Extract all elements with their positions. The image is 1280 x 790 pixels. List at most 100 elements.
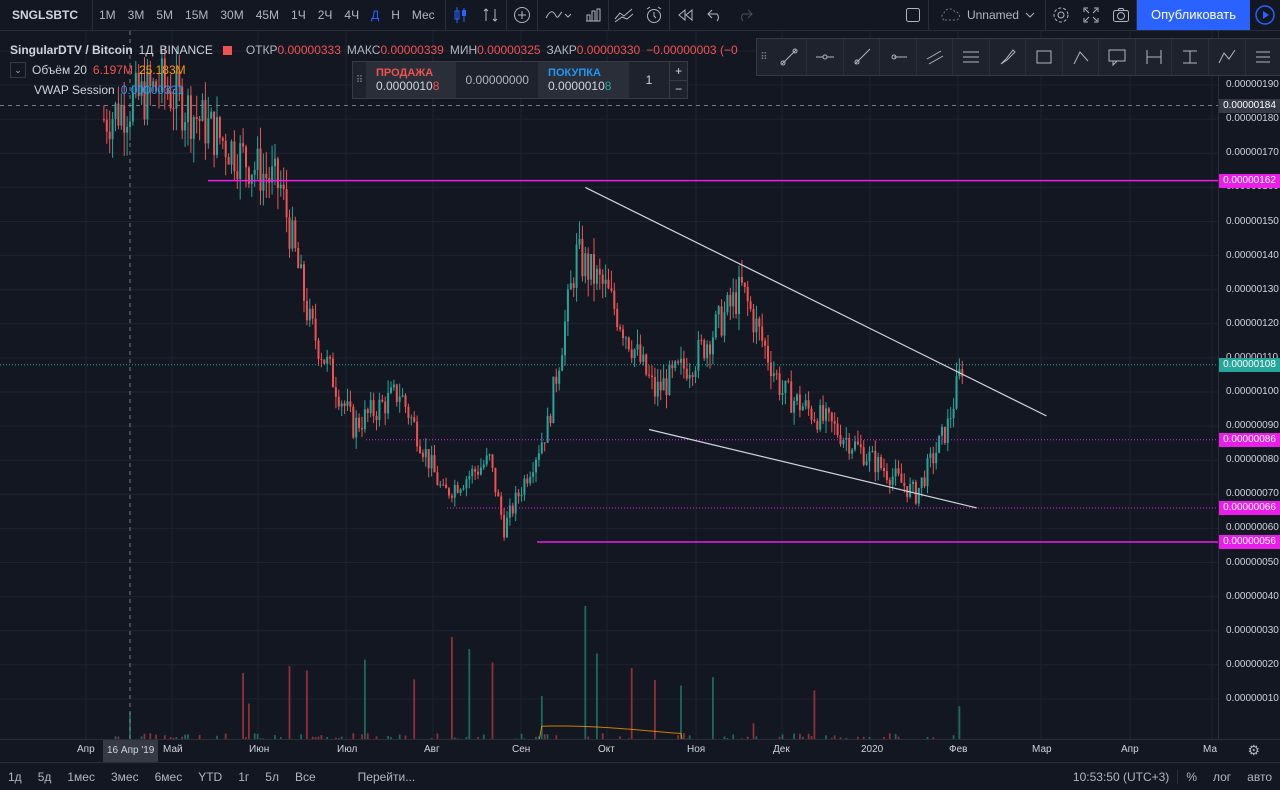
camera-icon[interactable] [1106,0,1136,30]
quantity-plus-button[interactable]: + [670,62,687,81]
ray-tool-icon[interactable] [844,39,881,75]
undo-icon[interactable] [700,0,730,30]
crosshair-date-label: 16 Апр '19 [103,740,158,762]
range-button[interactable]: 1г [230,770,257,784]
vwap-label[interactable]: VWAP Session [34,83,115,97]
brush-tool-icon[interactable] [990,39,1027,75]
sell-button[interactable]: ПРОДАЖА 0.00000108 [366,62,456,98]
candle-body [851,450,853,454]
alert-icon[interactable] [639,0,669,30]
financials-icon[interactable] [578,0,608,30]
candle-body [303,264,305,301]
legend-title[interactable]: SingularDTV / Bitcoin [10,43,133,57]
text-tool-icon[interactable] [1099,39,1136,75]
path-tool-icon[interactable] [1063,39,1100,75]
rectangle-tool-icon[interactable] [1026,39,1063,75]
candle-body [123,106,125,133]
horizontal-ray-tool-icon[interactable] [880,39,917,75]
interval-button[interactable]: Н [385,8,406,22]
percent-toggle[interactable]: % [1177,770,1205,784]
log-toggle[interactable]: лог [1205,770,1239,784]
settings-icon[interactable] [1046,0,1076,30]
interval-button[interactable]: 2Ч [312,8,339,22]
price-axis[interactable]: 0.000002000.000001900.000001800.00000170… [1218,31,1280,739]
candle-body [935,453,937,464]
drag-handle-icon[interactable]: ⠿ [353,62,366,98]
goto-date-button[interactable]: Перейти... [350,770,424,784]
candle-body [755,319,757,333]
range-button[interactable]: YTD [190,770,230,784]
candle-body [463,488,465,489]
range-button[interactable]: Все [287,770,324,784]
play-icon[interactable] [1250,0,1280,30]
interval-button[interactable]: 45М [250,8,285,22]
range-button[interactable]: 6мес [147,770,191,784]
candle-body [323,360,325,364]
interval-button[interactable]: 3М [122,8,151,22]
interval-button[interactable]: 15М [179,8,214,22]
buy-button[interactable]: ПОКУПКА 0.00000108 [538,62,628,98]
horizontal-line-tool-icon[interactable] [807,39,844,75]
interval-button[interactable]: 1М [93,8,122,22]
layout-icon[interactable] [898,0,928,30]
more-tools-icon[interactable] [1246,39,1280,75]
pattern-tool-icon[interactable] [1209,39,1246,75]
interval-button[interactable]: Мес [406,8,441,22]
date-range-tool-icon[interactable] [1136,39,1173,75]
candle-body [660,382,662,391]
drag-handle-icon[interactable]: ⠿ [757,52,771,63]
indicators-icon[interactable] [538,0,578,30]
price-range-tool-icon[interactable] [1172,39,1209,75]
interval-button[interactable]: 4Ч [338,8,365,22]
interval-button[interactable]: Д [365,8,385,22]
interval-button[interactable]: 5М [150,8,179,22]
fullscreen-icon[interactable] [1076,0,1106,30]
interval-button[interactable]: 1Ч [285,8,312,22]
parallel-channel-tool-icon[interactable] [917,39,954,75]
price-chart[interactable] [0,31,1218,739]
candle-body [445,485,447,489]
range-button[interactable]: 5д [30,770,60,784]
add-indicator-icon[interactable] [507,0,537,30]
candle-body [173,108,175,109]
candle-body [903,483,905,486]
chart-pane[interactable] [0,31,1218,739]
range-button[interactable]: 1мес [59,770,103,784]
volume-label[interactable]: Объём 20 [32,63,87,77]
range-button[interactable]: 1д [0,770,30,784]
volume-bar [289,666,291,739]
quantity-minus-button[interactable]: − [670,81,687,99]
candle-body [318,340,320,358]
chart-settings-icon[interactable]: ⚙ [1247,742,1260,759]
candle-body [518,493,520,496]
clock-label[interactable]: 10:53:50 (UTC+3) [1065,770,1177,784]
price-tick-label: 0.00000140 [1226,250,1279,261]
templates-icon[interactable] [609,0,639,30]
compare-icon[interactable] [476,0,506,30]
trendline-tool-icon[interactable] [771,39,808,75]
candle-body [941,427,943,436]
interval-button[interactable]: 30М [214,8,249,22]
auto-toggle[interactable]: авто [1239,770,1280,784]
spread-value: 0.00000000 [456,62,538,98]
redo-icon[interactable] [730,0,760,30]
replay-icon[interactable] [670,0,700,30]
volume-bar [364,660,366,739]
candle-body [610,288,612,290]
candle-body [631,349,633,358]
candle-body [912,482,914,484]
symbol-search[interactable]: SNGLSBTC [0,0,93,30]
candles-icon[interactable] [446,0,476,30]
candle-body [381,400,383,402]
range-button[interactable]: 3мес [103,770,147,784]
publish-button[interactable]: Опубликовать [1137,0,1250,30]
range-button[interactable]: 5л [257,770,287,784]
fib-tool-icon[interactable] [953,39,990,75]
candle-body [587,253,589,279]
candle-body [697,340,699,371]
quantity-field[interactable]: 1 [629,62,670,98]
layout-name-button[interactable]: Unnamed [928,0,1046,30]
time-tick-label: Дек [773,744,790,755]
collapse-icon[interactable]: ⌄ [10,62,26,78]
